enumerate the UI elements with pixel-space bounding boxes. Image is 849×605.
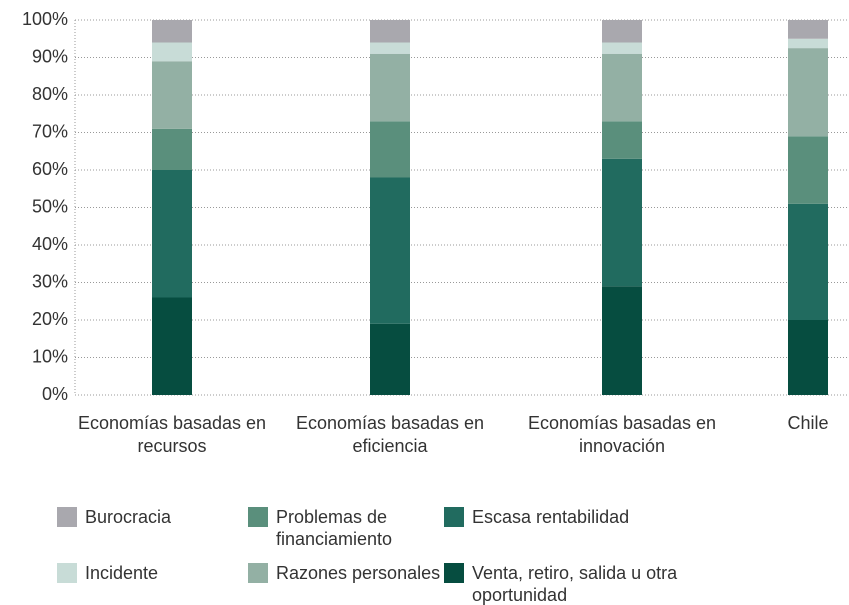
bar-segment: [788, 48, 828, 137]
bar-segment: [788, 203, 828, 320]
bar-segment: [370, 53, 410, 122]
y-tick-label: 0%: [42, 384, 68, 404]
bar-segment: [152, 297, 192, 395]
y-tick-label: 10%: [32, 346, 68, 366]
legend-label: Venta, retiro, salida u otra oportunidad: [472, 563, 678, 605]
bar-segment: [370, 20, 410, 43]
legend-item: Razones personales: [248, 562, 446, 584]
legend-swatch: [57, 563, 77, 583]
bar-segment: [788, 38, 828, 49]
bar-segment: [602, 286, 642, 395]
bar-segment: [602, 53, 642, 122]
legend-item: Incidente: [57, 562, 255, 584]
x-tick-label: Economías basadas en recursos: [77, 413, 267, 456]
x-tick-label: Chile: [787, 413, 829, 433]
y-tick-label: 80%: [32, 84, 68, 104]
y-tick-label: 60%: [32, 159, 68, 179]
legend-label: Escasa rentabilidad: [472, 507, 630, 527]
bar-segment: [152, 61, 192, 129]
bar-segment: [370, 323, 410, 395]
legend-item: Venta, retiro, salida u otra oportunidad: [444, 562, 682, 605]
bar-segment: [788, 20, 828, 39]
legend-label: Razones personales: [276, 563, 441, 583]
bar-segment: [602, 42, 642, 54]
bar-segment: [152, 42, 192, 62]
legend-swatch: [444, 563, 464, 583]
y-tick-label: 50%: [32, 196, 68, 216]
bar-segment: [602, 121, 642, 159]
legend-swatch: [57, 507, 77, 527]
bar-segment: [152, 20, 192, 43]
y-tick-label: 90%: [32, 46, 68, 66]
legend-label: Incidente: [85, 563, 159, 583]
bar-segment: [370, 177, 410, 324]
legend-label: Problemas de financiamiento: [276, 507, 393, 549]
y-tick-label: 30%: [32, 271, 68, 291]
bar-segment: [152, 170, 192, 298]
x-tick-label: Economías basadas en eficiencia: [295, 413, 485, 456]
x-tick-label: Economías basadas en innovación: [527, 413, 717, 456]
bar-segment: [788, 320, 828, 395]
legend-item: Problemas de financiamiento: [248, 506, 446, 550]
bar-segment: [370, 121, 410, 178]
bar-segment: [152, 128, 192, 170]
y-tick-label: 40%: [32, 234, 68, 254]
bar-segment: [602, 158, 642, 287]
y-tick-label: 70%: [32, 121, 68, 141]
bar-segment: [370, 42, 410, 54]
legend-item: Escasa rentabilidad: [444, 506, 702, 528]
legend-item: Burocracia: [57, 506, 255, 528]
legend-swatch: [248, 563, 268, 583]
legend-label: Burocracia: [85, 507, 172, 527]
bar-segment: [602, 20, 642, 43]
y-tick-label: 20%: [32, 309, 68, 329]
legend-swatch: [248, 507, 268, 527]
legend-swatch: [444, 507, 464, 527]
y-tick-label: 100%: [22, 9, 68, 29]
bar-segment: [788, 136, 828, 204]
